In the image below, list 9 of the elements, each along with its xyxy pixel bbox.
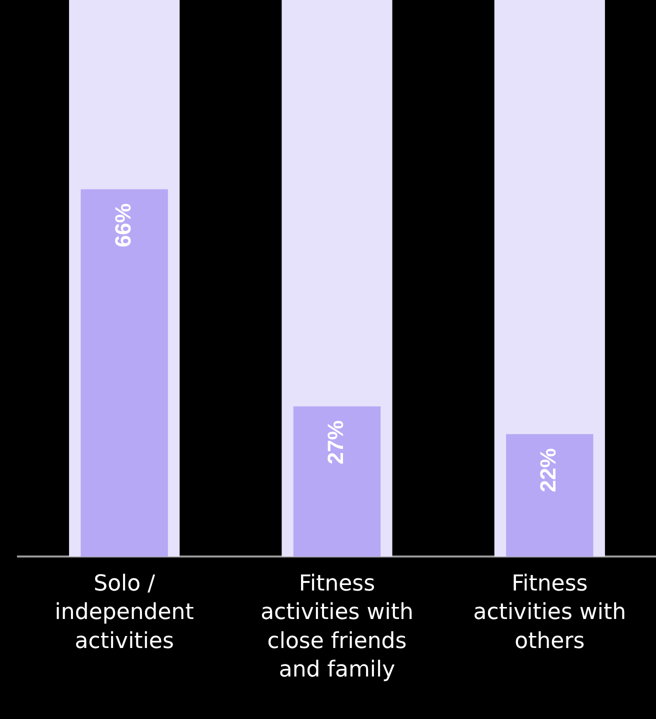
x-tick-label: Fitness activities with close friends and family — [260, 572, 414, 682]
bar — [506, 434, 594, 557]
x-tick-label: Solo / independent activities — [54, 572, 194, 654]
x-tick-label: Fitness activities with others — [473, 572, 626, 654]
data-label: 22% — [536, 448, 561, 492]
data-label: 66% — [110, 203, 136, 248]
data-label: 27% — [323, 420, 348, 464]
bar — [293, 406, 381, 557]
bar — [80, 189, 168, 557]
